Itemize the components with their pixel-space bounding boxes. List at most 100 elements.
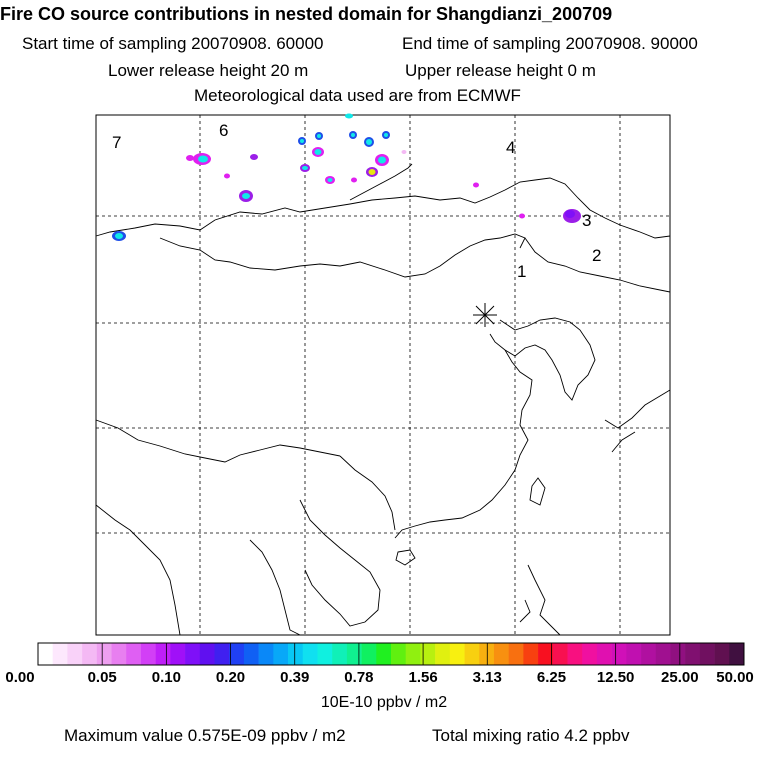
colorbar-swatch (185, 643, 201, 665)
plume-patch (351, 177, 357, 183)
colorbar-swatch (479, 643, 495, 665)
coast-philippines (527, 564, 561, 636)
colorbar-swatch (464, 643, 480, 665)
colorbar-tick-label: 0.20 (215, 669, 246, 686)
chart-title: Fire CO source contributions in nested d… (0, 4, 613, 24)
colorbar-swatch (229, 643, 245, 665)
colorbar-swatch (729, 643, 745, 665)
end-time-label: End time of sampling 20070908. 90000 (402, 34, 698, 53)
colorbar-swatch (243, 643, 259, 665)
colorbar-swatch (273, 643, 289, 665)
colorbar-tick-label: 3.13 (472, 669, 502, 686)
colorbar-swatch (214, 643, 230, 665)
island-hainan (395, 549, 416, 566)
coast-bay-bengal (95, 504, 181, 636)
plume-patch (314, 149, 322, 155)
upper-release-height: Upper release height 0 m (405, 61, 596, 80)
colorbar-tick-label: 0.78 (344, 669, 374, 686)
plume-patch (519, 213, 525, 219)
region-label-3: 3 (582, 211, 591, 230)
plume-patch (401, 150, 407, 154)
start-time-label: Start time of sampling 20070908. 60000 (22, 34, 324, 53)
colorbar-swatch (96, 643, 112, 665)
border-north (95, 177, 671, 239)
plume-patch (302, 166, 308, 170)
colorbar-tick-label: 0.10 (151, 669, 181, 686)
colorbar-swatch (376, 643, 392, 665)
colorbar-tick-label: 0.00 (5, 669, 35, 686)
coast-indochina-west (249, 539, 301, 636)
colorbar-tick-label: 6.25 (536, 669, 567, 686)
colorbar-swatch (670, 643, 686, 665)
colorbar-swatch (170, 643, 186, 665)
region-label-2: 2 (592, 246, 601, 265)
colorbar-swatch (685, 643, 701, 665)
plume-patch (115, 233, 123, 239)
coast-japan (604, 389, 671, 429)
colorbar-swatch (317, 643, 333, 665)
colorbar-swatch (346, 643, 362, 665)
total-mixing-ratio: Total mixing ratio 4.2 ppbv (432, 726, 630, 745)
colorbar-swatch (435, 643, 451, 665)
colorbar-swatch (140, 643, 156, 665)
colorbar-swatch (523, 643, 539, 665)
plume-patch (198, 155, 208, 163)
colorbar-swatch (258, 643, 274, 665)
colorbar-swatch (449, 643, 465, 665)
lake-baikal (349, 163, 413, 201)
graticule (96, 115, 670, 635)
colorbar-swatch (611, 643, 627, 665)
colorbar-tick-label: 25.00 (661, 669, 699, 686)
coast-east-china (394, 349, 533, 539)
plume-patch (366, 139, 372, 145)
island-taiwan (529, 477, 546, 506)
lower-release-height: Lower release height 20 m (108, 61, 309, 80)
border-mongolia-china (159, 233, 526, 278)
colorbar-swatch (126, 643, 142, 665)
region-label-7: 7 (112, 133, 121, 152)
border-china-south (339, 455, 396, 531)
colorbar-swatch (391, 643, 407, 665)
colorbar-swatch (582, 643, 598, 665)
region-label-4: 4 (506, 138, 515, 157)
plume-patch (351, 133, 355, 137)
region-label-6: 6 (219, 121, 228, 140)
colorbar-units: 10E-10 ppbv / m2 (320, 694, 448, 711)
plume-patch (300, 139, 304, 143)
colorbar-swatch (52, 643, 68, 665)
plume-patch (473, 182, 479, 188)
colorbar-tick-label: 1.56 (408, 669, 438, 686)
plume-patch (250, 154, 258, 160)
colorbar-swatch (626, 643, 642, 665)
colorbar-tick-label: 0.05 (87, 669, 117, 686)
colorbar-swatch (67, 643, 83, 665)
colorbar-tick-label: 0.39 (280, 669, 310, 686)
region-label-1: 1 (517, 262, 526, 281)
colorbar-swatch (420, 643, 436, 665)
plume-patch (186, 155, 194, 161)
colorbar-tick-label: 50.00 (716, 669, 754, 686)
coastlines (95, 163, 671, 636)
border-ne (524, 237, 671, 293)
colorbar-swatch (38, 643, 54, 665)
plume-patch (345, 113, 353, 119)
plume-patch (327, 178, 333, 182)
maximum-value: Maximum value 0.575E-09 ppbv / m2 (64, 726, 346, 745)
colorbar-swatch (699, 643, 715, 665)
plume-patch (224, 173, 230, 179)
map-frame (95, 114, 671, 636)
plume-patch (565, 210, 575, 218)
colorbar-swatch (655, 643, 671, 665)
colorbar-swatch (405, 643, 421, 665)
colorbar-swatch (332, 643, 348, 665)
region-labels: 1 2 3 4 6 7 (112, 121, 601, 281)
colorbar-frame (37, 642, 745, 666)
colorbar-swatch (302, 643, 318, 665)
colorbar-swatch (508, 643, 524, 665)
colorbar (38, 643, 745, 665)
plume-patch (368, 169, 376, 175)
plume-patch (242, 193, 250, 199)
coast-bohai-korea (489, 317, 596, 401)
plume-patch (378, 156, 386, 164)
coast-philippines-2 (519, 599, 531, 623)
